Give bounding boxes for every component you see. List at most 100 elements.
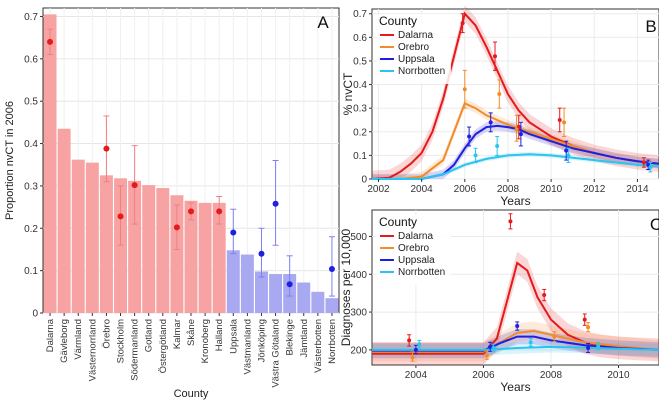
data-point-norrbotten: [596, 344, 601, 349]
x-tick-label-c: 2010: [607, 370, 630, 381]
data-point-dalarna: [641, 160, 646, 165]
panel-label-b: B: [645, 17, 656, 36]
bar-gotland: [142, 185, 156, 313]
data-point-uppsala: [515, 324, 520, 329]
x-axis-title-b: Years: [500, 194, 530, 208]
x-tick-label-b: 2014: [626, 184, 649, 195]
legend-label-orebro: Orebro: [398, 243, 430, 254]
y-tick-label-b: 0.2: [353, 127, 367, 138]
legend-label-uppsala: Uppsala: [398, 255, 435, 266]
y-tick-label-a: 0: [32, 309, 38, 320]
series-line-norrbotten: [372, 345, 659, 351]
y-axis-title-c: Diagnoses per 10,000: [339, 228, 353, 346]
data-point-uppsala: [564, 148, 569, 153]
bar-jonkoping: [254, 271, 268, 313]
data-point-orebro: [586, 325, 591, 330]
y-axis-title-a: Proportion nvCT in 2006: [4, 101, 16, 220]
legend-label-norrbotten: Norrbotten: [398, 267, 445, 278]
legend-c: [377, 215, 451, 285]
x-tick-label-b: 2004: [411, 184, 434, 195]
bar-sodermanland: [128, 180, 142, 313]
bar-gavleborg: [57, 128, 71, 313]
x-axis-title-c: Years: [500, 380, 530, 394]
x-tick-label-b: 2012: [583, 184, 606, 195]
bar-skane: [184, 200, 198, 313]
data-point-orebro: [410, 355, 415, 360]
observed-point-halland: [216, 208, 223, 215]
observed-point-jonkoping: [258, 250, 265, 257]
observed-point-kalmar: [173, 224, 180, 231]
data-point-orebro: [484, 353, 489, 358]
y-tick-label-a: 0.6: [24, 54, 38, 65]
bar-uppsala: [226, 250, 240, 313]
y-tick-label-a: 0.2: [24, 224, 38, 235]
data-point-orebro: [562, 120, 567, 125]
x-tick-label-orebro: Örebro: [101, 319, 112, 349]
bar-ostergotland: [156, 188, 170, 313]
observed-point-stockholm: [117, 213, 124, 220]
x-tick-label-jonkoping: Jönköping: [256, 319, 267, 362]
x-tick-label-gotland: Gotland: [144, 319, 155, 352]
y-tick-label-a: 0.7: [24, 12, 38, 23]
y-axis-title-b: % nvCT: [341, 72, 355, 115]
data-point-norrbotten: [528, 340, 533, 345]
x-tick-label-c: 2004: [405, 370, 428, 381]
y-tick-label-c: 200: [350, 345, 367, 356]
series-line-uppsala: [372, 124, 659, 180]
data-point-dalarna: [542, 293, 547, 298]
x-tick-label-uppsala: Uppsala: [228, 318, 239, 354]
data-point-norrbotten: [473, 153, 478, 158]
y-tick-label-b: 0.6: [353, 33, 367, 44]
y-tick-label-b: 0.7: [353, 9, 367, 20]
y-tick-label-b: 0.1: [353, 151, 367, 162]
observed-point-sodermanland: [131, 182, 138, 189]
data-point-dalarna: [508, 219, 513, 224]
legend-label-orebro: Orebro: [398, 42, 430, 53]
x-tick-label-kronoberg: Kronoberg: [200, 319, 211, 363]
x-tick-label-b: 2008: [497, 184, 520, 195]
legend-label-norrbotten: Norrbotten: [398, 66, 445, 77]
x-tick-label-c: 2008: [540, 370, 563, 381]
x-tick-label-b: 2006: [454, 184, 477, 195]
data-point-norrbotten: [566, 153, 571, 158]
bar-norrbotten: [325, 298, 339, 313]
data-point-orebro: [514, 127, 519, 132]
legend-label-dalarna: Dalarna: [398, 30, 433, 41]
y-tick-label-b: 0.3: [353, 104, 367, 115]
data-point-orebro: [497, 92, 502, 96]
observed-point-vastra-gotaland: [272, 200, 279, 207]
x-tick-label-b: 2002: [367, 184, 390, 195]
legend-b: [377, 14, 451, 84]
x-tick-label-halland: Halland: [214, 319, 225, 351]
data-point-uppsala: [518, 132, 523, 137]
ci-band-dalarna: [372, 251, 659, 365]
data-point-uppsala: [413, 347, 418, 352]
data-point-norrbotten: [495, 143, 500, 148]
x-tick-label-ostergotland: Östergötland: [158, 319, 169, 373]
data-point-uppsala: [488, 120, 493, 125]
legend-label-dalarna: Dalarna: [398, 231, 433, 242]
observed-point-orebro: [103, 145, 110, 152]
x-tick-label-kalmar: Kalmar: [172, 319, 183, 349]
x-tick-label-vasternorrland: Västernorrland: [87, 319, 98, 381]
x-tick-label-c: 2006: [472, 370, 495, 381]
y-tick-label-b: 0.5: [353, 56, 367, 67]
legend-title-b: County: [379, 14, 417, 28]
y-tick-label-c: 400: [350, 270, 367, 281]
x-axis-title-a: County: [174, 388, 209, 400]
bar-vasterbotten: [311, 291, 325, 313]
legend-title-c: County: [379, 215, 417, 229]
x-tick-label-jamtland: Jämtland: [299, 319, 310, 358]
observed-point-skane: [188, 208, 194, 215]
bar-dalarna: [43, 14, 57, 314]
x-tick-label-skane: Skåne: [186, 319, 197, 346]
observed-point-norrbotten: [328, 265, 335, 272]
x-tick-label-b: 2010: [540, 184, 563, 195]
bar-halland: [212, 202, 226, 313]
observed-point-dalarna: [47, 38, 54, 45]
x-tick-label-vasterbotten: Västerbotten: [313, 319, 324, 373]
data-point-dalarna: [407, 338, 412, 343]
y-tick-label-b: 0.4: [353, 80, 367, 91]
legend-label-uppsala: Uppsala: [398, 54, 435, 65]
